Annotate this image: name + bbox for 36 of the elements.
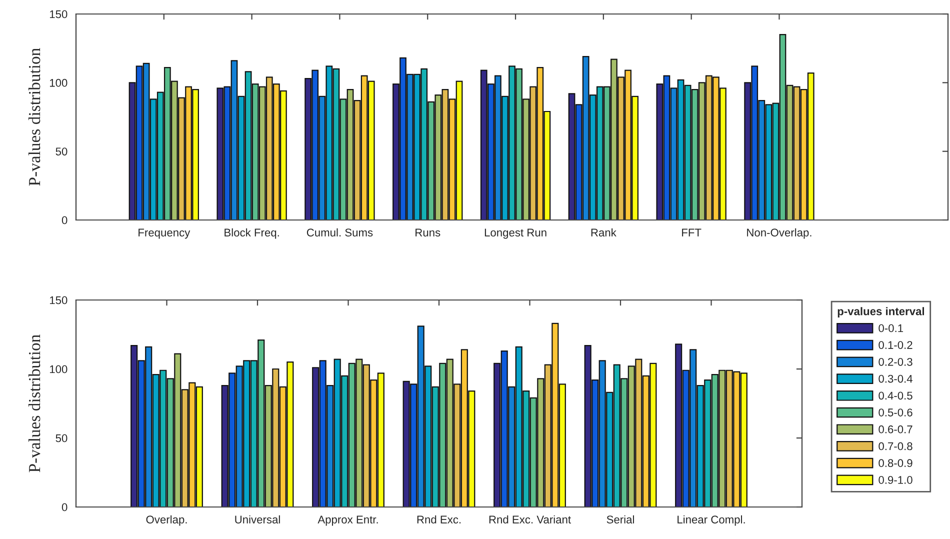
x-tick-label: Overlap.	[146, 515, 187, 526]
y-tick-label: 0	[62, 216, 68, 224]
legend-label: 0.2-0.3	[878, 358, 912, 366]
legend-label: 0.4-0.5	[878, 392, 912, 400]
x-tick-label: Block Freq.	[224, 228, 279, 239]
y-tick-label: 150	[50, 10, 68, 18]
y-tick-label: 150	[50, 296, 68, 304]
y-tick-label: 50	[56, 434, 68, 442]
legend-title: p-values interval	[838, 307, 924, 318]
x-tick-label: Rnd Exc.	[417, 515, 461, 524]
x-tick-label: Serial	[606, 515, 634, 524]
x-tick-label: Cumul. Sums	[306, 228, 373, 236]
legend-label: 0-0.1	[878, 324, 904, 332]
x-tick-label: Approx Entr.	[318, 516, 378, 526]
x-tick-label: Rank	[591, 228, 616, 236]
legend-label: 0.9-1.0	[878, 476, 912, 484]
x-tick-label: Non-Overlap.	[747, 228, 812, 239]
y-axis-title: P-values distribution	[28, 48, 40, 186]
y-tick-label: 50	[56, 148, 68, 156]
y-tick-label: 100	[50, 365, 68, 374]
y-tick-label: 100	[50, 78, 68, 87]
legend-label: 0.1-0.2	[878, 341, 912, 349]
legend-label: 0.7-0.8	[878, 442, 912, 450]
x-tick-label: Longest Run	[484, 228, 546, 239]
x-tick-label: FFT	[682, 228, 702, 236]
legend-label: 0.8-0.9	[878, 459, 912, 468]
x-tick-label: Linear Compl.	[678, 515, 745, 526]
x-tick-label: Frequency	[138, 228, 190, 239]
legend-label: 0.3-0.4	[878, 374, 912, 383]
legend-label: 0.5-0.6	[878, 408, 912, 416]
x-tick-label: Rnd Exc. Variant	[489, 515, 571, 524]
x-tick-label: Universal	[235, 515, 280, 524]
x-tick-label: Runs	[416, 228, 440, 236]
legend-label: 0.6-0.7	[878, 425, 912, 434]
y-axis-title: P-values distribution	[28, 334, 40, 472]
y-tick-label: 0	[62, 503, 68, 512]
